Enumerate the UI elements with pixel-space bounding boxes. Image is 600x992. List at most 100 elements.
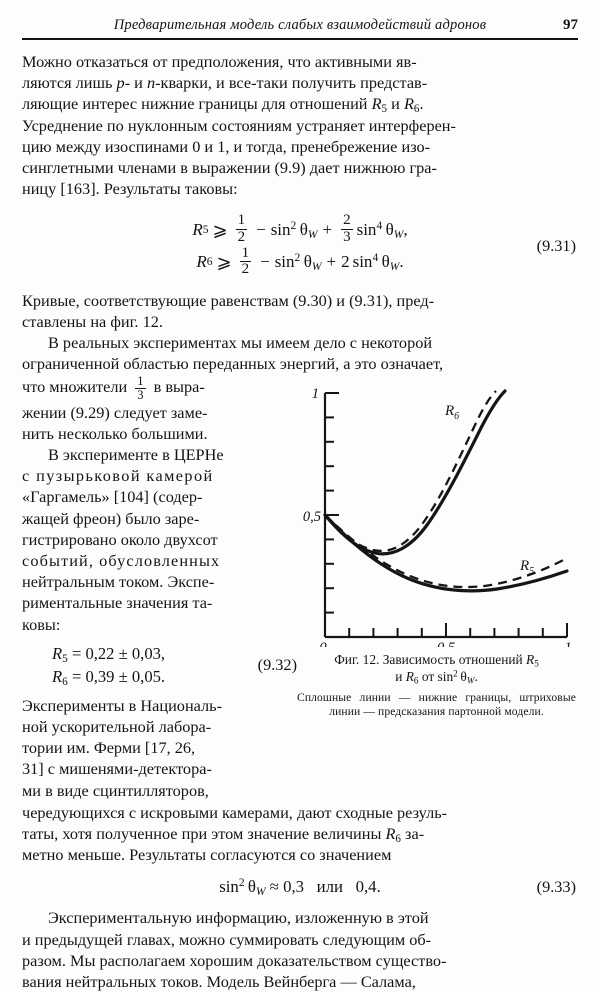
paragraph-4-line-2: таты, хотя полученное при этом значение … bbox=[22, 824, 425, 846]
wrapped-paragraph-3-line-1: Эксперименты в Националь- bbox=[22, 695, 223, 715]
figure-12-plot: 1 0,5 0 0,5 1 R6 R5 bbox=[295, 379, 578, 647]
eq931-l1-fraction-half: 1 2 bbox=[235, 212, 248, 246]
paragraph-4-line-3: метно меньше. Результаты согласуются со … bbox=[22, 845, 392, 865]
eq931-l1-minus: − bbox=[256, 219, 266, 239]
curve-r5-solid bbox=[323, 513, 569, 593]
paragraph-1-line-7: ницу [163]. Результаты таковы: bbox=[22, 179, 238, 199]
wrapped-paragraph-2-line-5: гистрировано около двухсот bbox=[22, 529, 218, 549]
eq931-l2-coefficient: 2 bbox=[341, 251, 350, 271]
x-axis-label-1: 1 bbox=[564, 640, 571, 647]
curve-r5-dashed bbox=[324, 513, 568, 588]
wrapped-paragraph-2-line-4: жащей фреон) было заре- bbox=[22, 508, 200, 528]
x-axis-label-0: 0 bbox=[319, 640, 327, 647]
wrapped-paragraph-2-line-9: ковы: bbox=[22, 614, 61, 634]
equation-9-31-tag: (9.31) bbox=[536, 235, 576, 255]
eq931-l1-sin2: sin2 θW bbox=[270, 218, 318, 241]
figure-12-caption: Фиг. 12. Зависимость отношений R5 и R6 о… bbox=[334, 651, 539, 686]
figure-12-note: Сплошные линии — нижние границы, штрихов… bbox=[297, 690, 576, 719]
header-rule bbox=[22, 38, 578, 40]
eq931-l1-lhs: R bbox=[192, 219, 203, 239]
paragraph-5-line-4: вания нейтральных токов. Модель Вейнберг… bbox=[22, 972, 416, 992]
paragraph-1-line-4: Усреднение по нуклонным состояниям устра… bbox=[22, 115, 456, 135]
quark-symbol-p: p bbox=[116, 73, 125, 93]
wrapped-paragraph-2: В эксперименте в ЦЕРНе с пузырьковой кам… bbox=[22, 444, 578, 635]
equation-9-33-value: 0,4. bbox=[355, 877, 381, 897]
paragraph-2: Кривые, соответствующие равенствам (9.30… bbox=[22, 290, 578, 332]
equation-9-33-tag: (9.33) bbox=[536, 877, 576, 897]
wrapped-paragraph-2-line-2: с пузырьковой камерой bbox=[22, 466, 214, 486]
page-number: 97 bbox=[563, 17, 578, 33]
paragraph-5-line-2: и предыдущей главах, можно суммировать с… bbox=[22, 929, 432, 949]
x-axis-ticks bbox=[348, 622, 568, 637]
eq931-l2-sin4: sin4 θW bbox=[352, 250, 400, 273]
eq931-l1-sin4: sin4 θW bbox=[356, 218, 404, 241]
eq931-l1-relation: ⩾ bbox=[212, 219, 228, 240]
equation-9-32-line-1: R5 = 0,22 ± 0,03, bbox=[52, 643, 166, 665]
paragraph-3-line-1: В реальных экспериментах мы имеем дело с… bbox=[48, 333, 433, 353]
paragraph-5: Экспериментальную информацию, изложенную… bbox=[22, 907, 578, 992]
eq931-l2-minus: − bbox=[260, 251, 270, 271]
paragraph-1: Можно отказаться от предположения, что а… bbox=[22, 51, 578, 199]
paragraph-2-line-1: Кривые, соответствующие равенствам (9.30… bbox=[22, 290, 435, 310]
eq931-l2-sin2: sin2 θW bbox=[274, 250, 322, 273]
wrapped-paragraph-3: Эксперименты в Националь- ной ускоритель… bbox=[22, 695, 578, 801]
y-axis-ticks bbox=[325, 391, 339, 614]
equation-9-32-tag: (9.32) bbox=[257, 654, 297, 674]
paragraph-4-line-1: чередующихся с искровыми камерами, дают … bbox=[22, 802, 448, 822]
eq931-l2-relation: ⩾ bbox=[216, 251, 232, 272]
wrapped-paragraph-3-line-3: тории им. Ферми [17, 26, bbox=[22, 738, 196, 758]
paragraph-1-line-6: синглетными членами в выражении (9.9) да… bbox=[22, 158, 437, 178]
paragraph-1-line-3: ляющие интерес нижние границы для отноше… bbox=[22, 94, 424, 116]
wrapped-paragraph-1-line-2: жении (9.29) следует заме- bbox=[22, 402, 208, 422]
x-axis-label-0-5: 0,5 bbox=[437, 640, 455, 647]
running-head: Предварительная модель слабых взаимодейс… bbox=[22, 0, 578, 36]
wrapped-paragraph-3-line-4: 31] с мишенями-детектора- bbox=[22, 759, 212, 779]
y-axis-label-1: 1 bbox=[312, 386, 319, 402]
symbol-R5: R bbox=[371, 94, 382, 114]
curve-r6-dashed bbox=[324, 389, 497, 552]
eq931-l2-lhs: R bbox=[196, 251, 207, 271]
wrapped-paragraph-2-line-1: В эксперименте в ЦЕРНе bbox=[48, 445, 224, 465]
equation-9-32-line-2: R6 = 0,39 ± 0,05. bbox=[52, 666, 166, 688]
eq931-l2-plus: + bbox=[326, 251, 337, 271]
y-axis-label-0-5: 0,5 bbox=[303, 509, 321, 525]
eq931-l2-fraction-half: 1 2 bbox=[239, 244, 252, 278]
quark-symbol-n: n bbox=[146, 73, 156, 93]
equation-9-33-or: или bbox=[316, 877, 343, 897]
wrapped-paragraph-2-line-8: риментальные значения та- bbox=[22, 593, 213, 613]
curve-label-r5: R5 bbox=[519, 558, 534, 577]
paragraph-1-line-2: ляются лишь p- и n-кварки, и все-таки по… bbox=[22, 73, 428, 93]
paragraph-1-line-1: Можно отказаться от предположения, что а… bbox=[22, 52, 417, 71]
paragraph-5-line-3: разом. Мы располагаем хорошим доказатель… bbox=[22, 950, 447, 970]
eq931-l1-fraction-two-thirds: 2 3 bbox=[341, 212, 353, 246]
wrapped-paragraph-3-line-5: ми в виде сцинтилляторов, bbox=[22, 780, 209, 800]
symbol-R6: R bbox=[403, 94, 414, 114]
plot-svg: 1 0,5 0 0,5 1 R6 R5 bbox=[303, 386, 572, 647]
paragraph-3: В реальных экспериментах мы имеем дело с… bbox=[22, 332, 578, 374]
wrapped-paragraph-3-line-2: ной ускорительной лабора- bbox=[22, 717, 212, 737]
wrapped-paragraph-1-line-3: нить несколько большими. bbox=[22, 423, 208, 443]
equation-9-33-expression: sin2 θW ≈ 0,3 bbox=[219, 877, 305, 899]
wrapped-paragraph-2-line-7: нейтральным током. Экспе- bbox=[22, 572, 215, 592]
paragraph-5-line-1: Экспериментальную информацию, изложенную… bbox=[48, 908, 429, 928]
equation-9-32: R5 = 0,22 ± 0,03, R6 = 0,39 ± 0,05. (9.3… bbox=[22, 642, 305, 688]
wrapped-paragraph-2-line-3: «Гаргамель» [104] (содер- bbox=[22, 487, 203, 507]
book-page: Предварительная модель слабых взаимодейс… bbox=[22, 0, 578, 991]
curve-label-r6: R6 bbox=[444, 403, 459, 422]
paragraph-2-line-2: ставлены на фиг. 12. bbox=[22, 312, 163, 331]
paragraph-1-line-5: цию между изоспинами 0 и 1, и тогда, пре… bbox=[22, 136, 431, 156]
wrapped-paragraph-2-line-6: событий, обусловленных bbox=[22, 551, 221, 571]
curve-r6-solid bbox=[323, 389, 507, 556]
running-head-title: Предварительная модель слабых взаимодейс… bbox=[113, 17, 487, 33]
eq931-l1-plus: + bbox=[322, 219, 333, 239]
paragraph-4: чередующихся с искровыми камерами, дают … bbox=[22, 802, 578, 866]
equation-9-33: sin2 θW ≈ 0,3 или 0,4. (9.33) bbox=[22, 877, 578, 899]
paragraph-3-line-2: ограниченной областью переданных энергий… bbox=[22, 354, 444, 374]
figure-12: 1 0,5 0 0,5 1 R6 R5 Фиг. 12. Зависимость… bbox=[295, 379, 578, 720]
